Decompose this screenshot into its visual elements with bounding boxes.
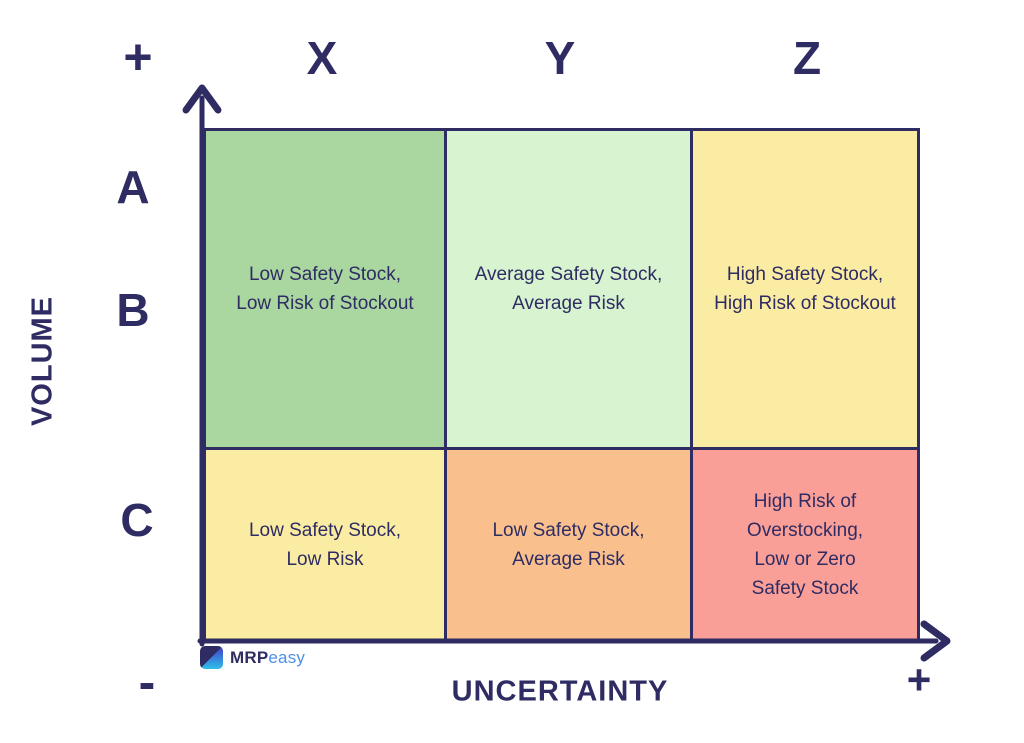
x-axis-tick-x: X [306, 32, 338, 84]
mrpeasy-logo: MRPeasy [200, 646, 305, 669]
y-axis-tick-a: A [116, 161, 150, 213]
x-axis-plus-sign: + [906, 656, 932, 703]
matrix-grid: Low Safety Stock, Low Risk of Stockout A… [203, 128, 920, 642]
matrix-cell-c-x: Low Safety Stock, Low Risk [206, 450, 444, 639]
mrpeasy-logo-icon [200, 646, 223, 669]
logo-text-easy: easy [268, 647, 306, 667]
right-arrow-icon [920, 620, 951, 662]
matrix-cell-c-z: High Risk of Overstocking, Low or Zero S… [693, 450, 917, 639]
mrpeasy-logo-text: MRPeasy [230, 648, 305, 668]
x-axis-minus-sign: - [138, 654, 156, 710]
y-axis-plus-sign: + [123, 29, 153, 85]
logo-text-mrp: MRP [230, 647, 269, 667]
y-axis-tick-b: B [116, 284, 150, 336]
matrix-cell-ab-x: Low Safety Stock, Low Risk of Stockout [206, 131, 444, 447]
up-arrow-icon [182, 84, 222, 114]
y-axis-title: VOLUME [26, 295, 59, 427]
matrix-cell-ab-z: High Safety Stock, High Risk of Stockout [693, 131, 917, 447]
matrix-cell-c-y: Low Safety Stock, Average Risk [447, 450, 690, 639]
x-axis-tick-y: Y [544, 32, 576, 84]
y-axis-tick-c: C [120, 494, 154, 546]
matrix-cell-ab-y: Average Safety Stock, Average Risk [447, 131, 690, 447]
x-axis-title: UNCERTAINTY [451, 675, 669, 708]
x-axis-tick-z: Z [792, 32, 822, 84]
